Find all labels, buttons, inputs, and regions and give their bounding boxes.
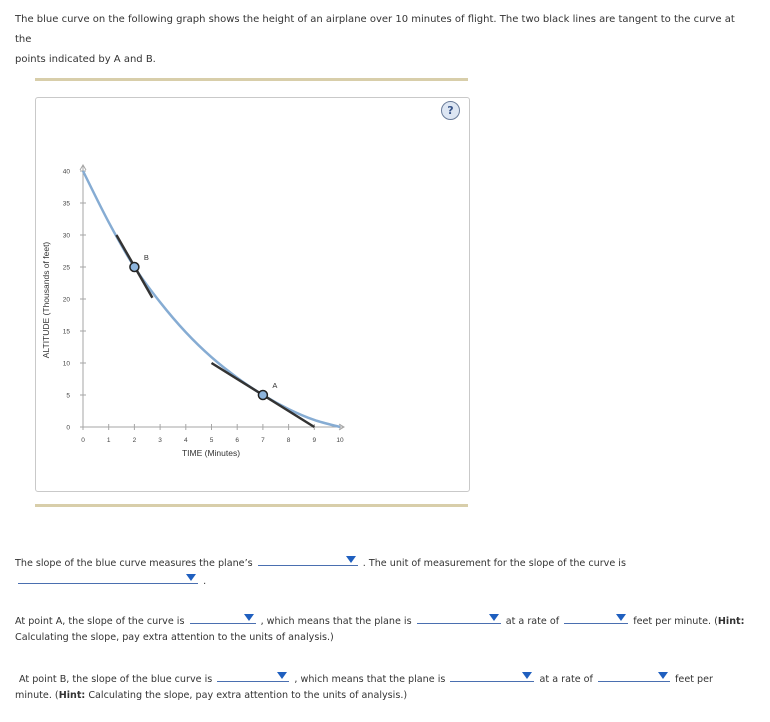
chevron-down-icon <box>243 614 254 621</box>
q3-slope-dropdown[interactable] <box>217 669 290 682</box>
q3-text-line-2a: minute. ( <box>15 690 59 701</box>
question-3-line-2: minute. (Hint: Calculating the slope, pa… <box>15 687 407 705</box>
q3-direction-dropdown[interactable] <box>450 669 535 682</box>
instructions-line-2: points indicated by A and B. <box>15 54 156 65</box>
question-2: At point A, the slope of the curve is , … <box>15 611 765 631</box>
q2-direction-dropdown[interactable] <box>416 611 501 624</box>
q3-rate-dropdown[interactable] <box>597 669 670 682</box>
chevron-down-icon <box>186 574 196 581</box>
q2-text-3: at a rate of <box>505 616 560 627</box>
q1-text-after: . The unit of measurement for the slope … <box>362 558 626 569</box>
q1-text-before: The slope of the blue curve measures the… <box>15 558 253 569</box>
q3-text-1: At point B, the slope of the blue curve … <box>19 674 213 685</box>
q3-text-line-2b: Calculating the slope, pay extra attenti… <box>88 690 408 701</box>
question-1-line-2: . <box>15 571 206 591</box>
q2-text-line-2: Calculating the slope, pay extra attenti… <box>15 632 334 643</box>
q2-text-2: , which means that the plane is <box>260 616 412 627</box>
q3-text-2: , which means that the plane is <box>294 674 446 685</box>
question-2-line-2: Calculating the slope, pay extra attenti… <box>15 629 334 647</box>
q2-hint-label: Hint: <box>717 616 745 627</box>
instructions: The blue curve on the following graph sh… <box>15 10 745 70</box>
chevron-down-icon <box>657 672 668 679</box>
q2-text-4: feet per minute. ( <box>633 616 718 627</box>
q1-unit-dropdown[interactable] <box>18 571 198 584</box>
q2-slope-dropdown[interactable] <box>189 611 256 624</box>
question-3: At point B, the slope of the blue curve … <box>19 669 764 689</box>
chevron-down-icon <box>522 672 533 679</box>
q2-text-1: At point A, the slope of the curve is <box>15 616 185 627</box>
q3-text-4: feet per <box>675 674 713 685</box>
graph-panel <box>35 97 470 492</box>
chevron-down-icon <box>616 614 627 621</box>
q1-text-end: . <box>203 576 207 587</box>
q3-hint-label: Hint: <box>58 690 86 701</box>
chevron-down-icon <box>277 672 288 679</box>
question-1: The slope of the blue curve measures the… <box>15 553 755 573</box>
help-icon[interactable]: ? <box>441 101 460 120</box>
bottom-divider <box>35 504 468 507</box>
top-divider <box>35 78 468 81</box>
chevron-down-icon <box>345 556 356 563</box>
q1-measure-dropdown[interactable] <box>257 553 358 566</box>
chevron-down-icon <box>488 614 499 621</box>
q3-text-3: at a rate of <box>539 674 593 685</box>
q2-rate-dropdown[interactable] <box>564 611 629 624</box>
instructions-line-1: The blue curve on the following graph sh… <box>15 14 735 45</box>
